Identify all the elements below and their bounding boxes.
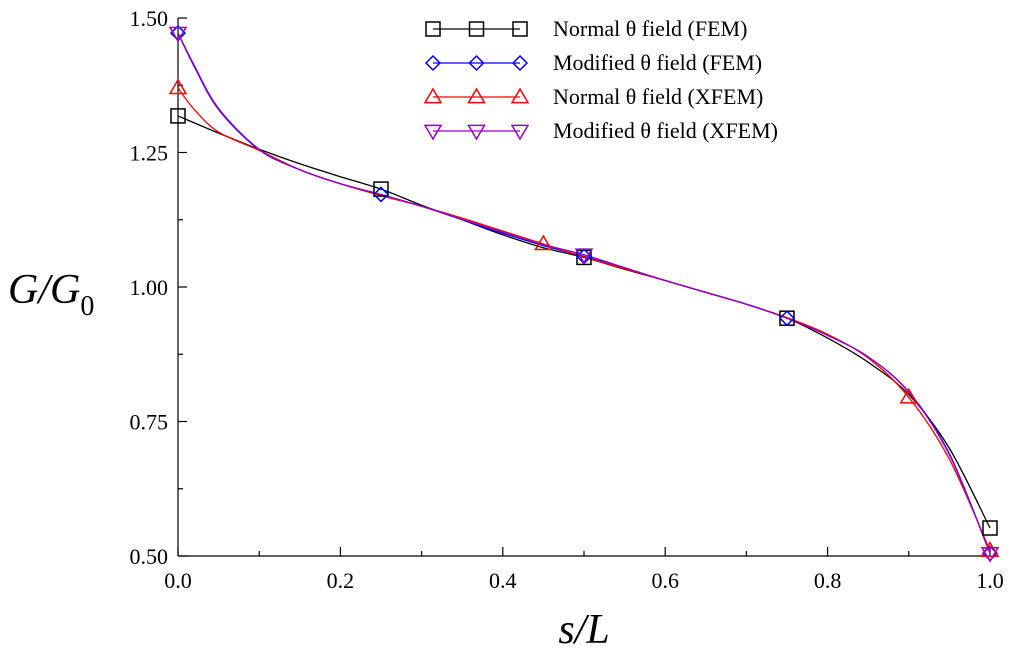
series-line-2: [177, 87, 991, 551]
y-tick-label: 1.50: [130, 6, 169, 31]
series-line-3: [177, 32, 991, 554]
data-point-2-1: [534, 234, 553, 251]
data-point-2-2: [899, 387, 919, 404]
data-point-0-1: [373, 181, 389, 197]
legend-entry-2: Normal θ field (XFEM): [423, 84, 763, 109]
legend-marker: [468, 54, 485, 72]
y-tick-label: 1.00: [130, 275, 169, 300]
legend-marker: [510, 87, 530, 104]
y-axis-title: G/G0: [8, 267, 94, 322]
x-tick-label: 0.8: [814, 568, 842, 593]
series-curves: [177, 32, 991, 554]
series-line-1: [177, 32, 991, 554]
legend-entry-3: Modified θ field (XFEM): [423, 118, 778, 143]
legend-marker: [423, 124, 443, 141]
data-point-3-2: [980, 546, 1000, 563]
legend-marker: [467, 124, 486, 141]
legend-label: Normal θ field (FEM): [553, 16, 747, 41]
legend-marker: [511, 54, 529, 72]
y-tick-label: 0.50: [130, 544, 169, 569]
legend-marker: [425, 21, 441, 37]
legend-marker: [512, 21, 528, 37]
x-tick-label: 0.4: [489, 568, 517, 593]
legend-entry-0: Normal θ field (FEM): [425, 16, 747, 41]
legend-label: Modified θ field (XFEM): [553, 118, 778, 143]
axes: 0.0 0.2 0.4 0.6 0.8 1.0 0.50 0.75 1.00 1.25 1.50: [130, 6, 1004, 593]
legend-marker: [423, 87, 443, 104]
x-tick-label: 0.2: [327, 568, 355, 593]
data-point-0-2: [576, 249, 592, 266]
y-axis-title-main: G/G: [8, 267, 80, 313]
series-markers: [168, 25, 1000, 563]
x-tick-label: 0.0: [164, 568, 192, 593]
data-point-0-4: [982, 520, 998, 536]
x-tick-label: 1.0: [976, 568, 1004, 593]
legend-marker: [510, 124, 530, 141]
x-tick-label: 0.6: [651, 568, 679, 593]
data-point-3-0: [168, 26, 188, 43]
data-point-3-1: [574, 248, 594, 265]
legend-marker: [468, 21, 485, 37]
legend-marker: [424, 54, 442, 72]
legend-entry-1: Modified θ field (FEM): [424, 50, 762, 75]
legend-label: Modified θ field (FEM): [553, 50, 762, 75]
data-point-2-3: [980, 541, 1000, 557]
data-point-0-0: [170, 108, 186, 124]
legend-label: Normal θ field (XFEM): [553, 84, 763, 109]
y-tick-label: 1.25: [130, 141, 169, 166]
data-point-1-3: [778, 310, 796, 327]
y-tick-label: 0.75: [130, 410, 169, 435]
y-axis-title-subscript: 0: [80, 291, 94, 322]
series-line-0: [177, 115, 991, 529]
data-point-2-0: [168, 78, 188, 95]
x-axis-title: s/L: [558, 607, 609, 653]
legend-marker: [467, 87, 486, 104]
data-point-1-1: [372, 186, 390, 203]
legend: Normal θ field (FEM) Modified θ field (FE…: [423, 16, 778, 143]
